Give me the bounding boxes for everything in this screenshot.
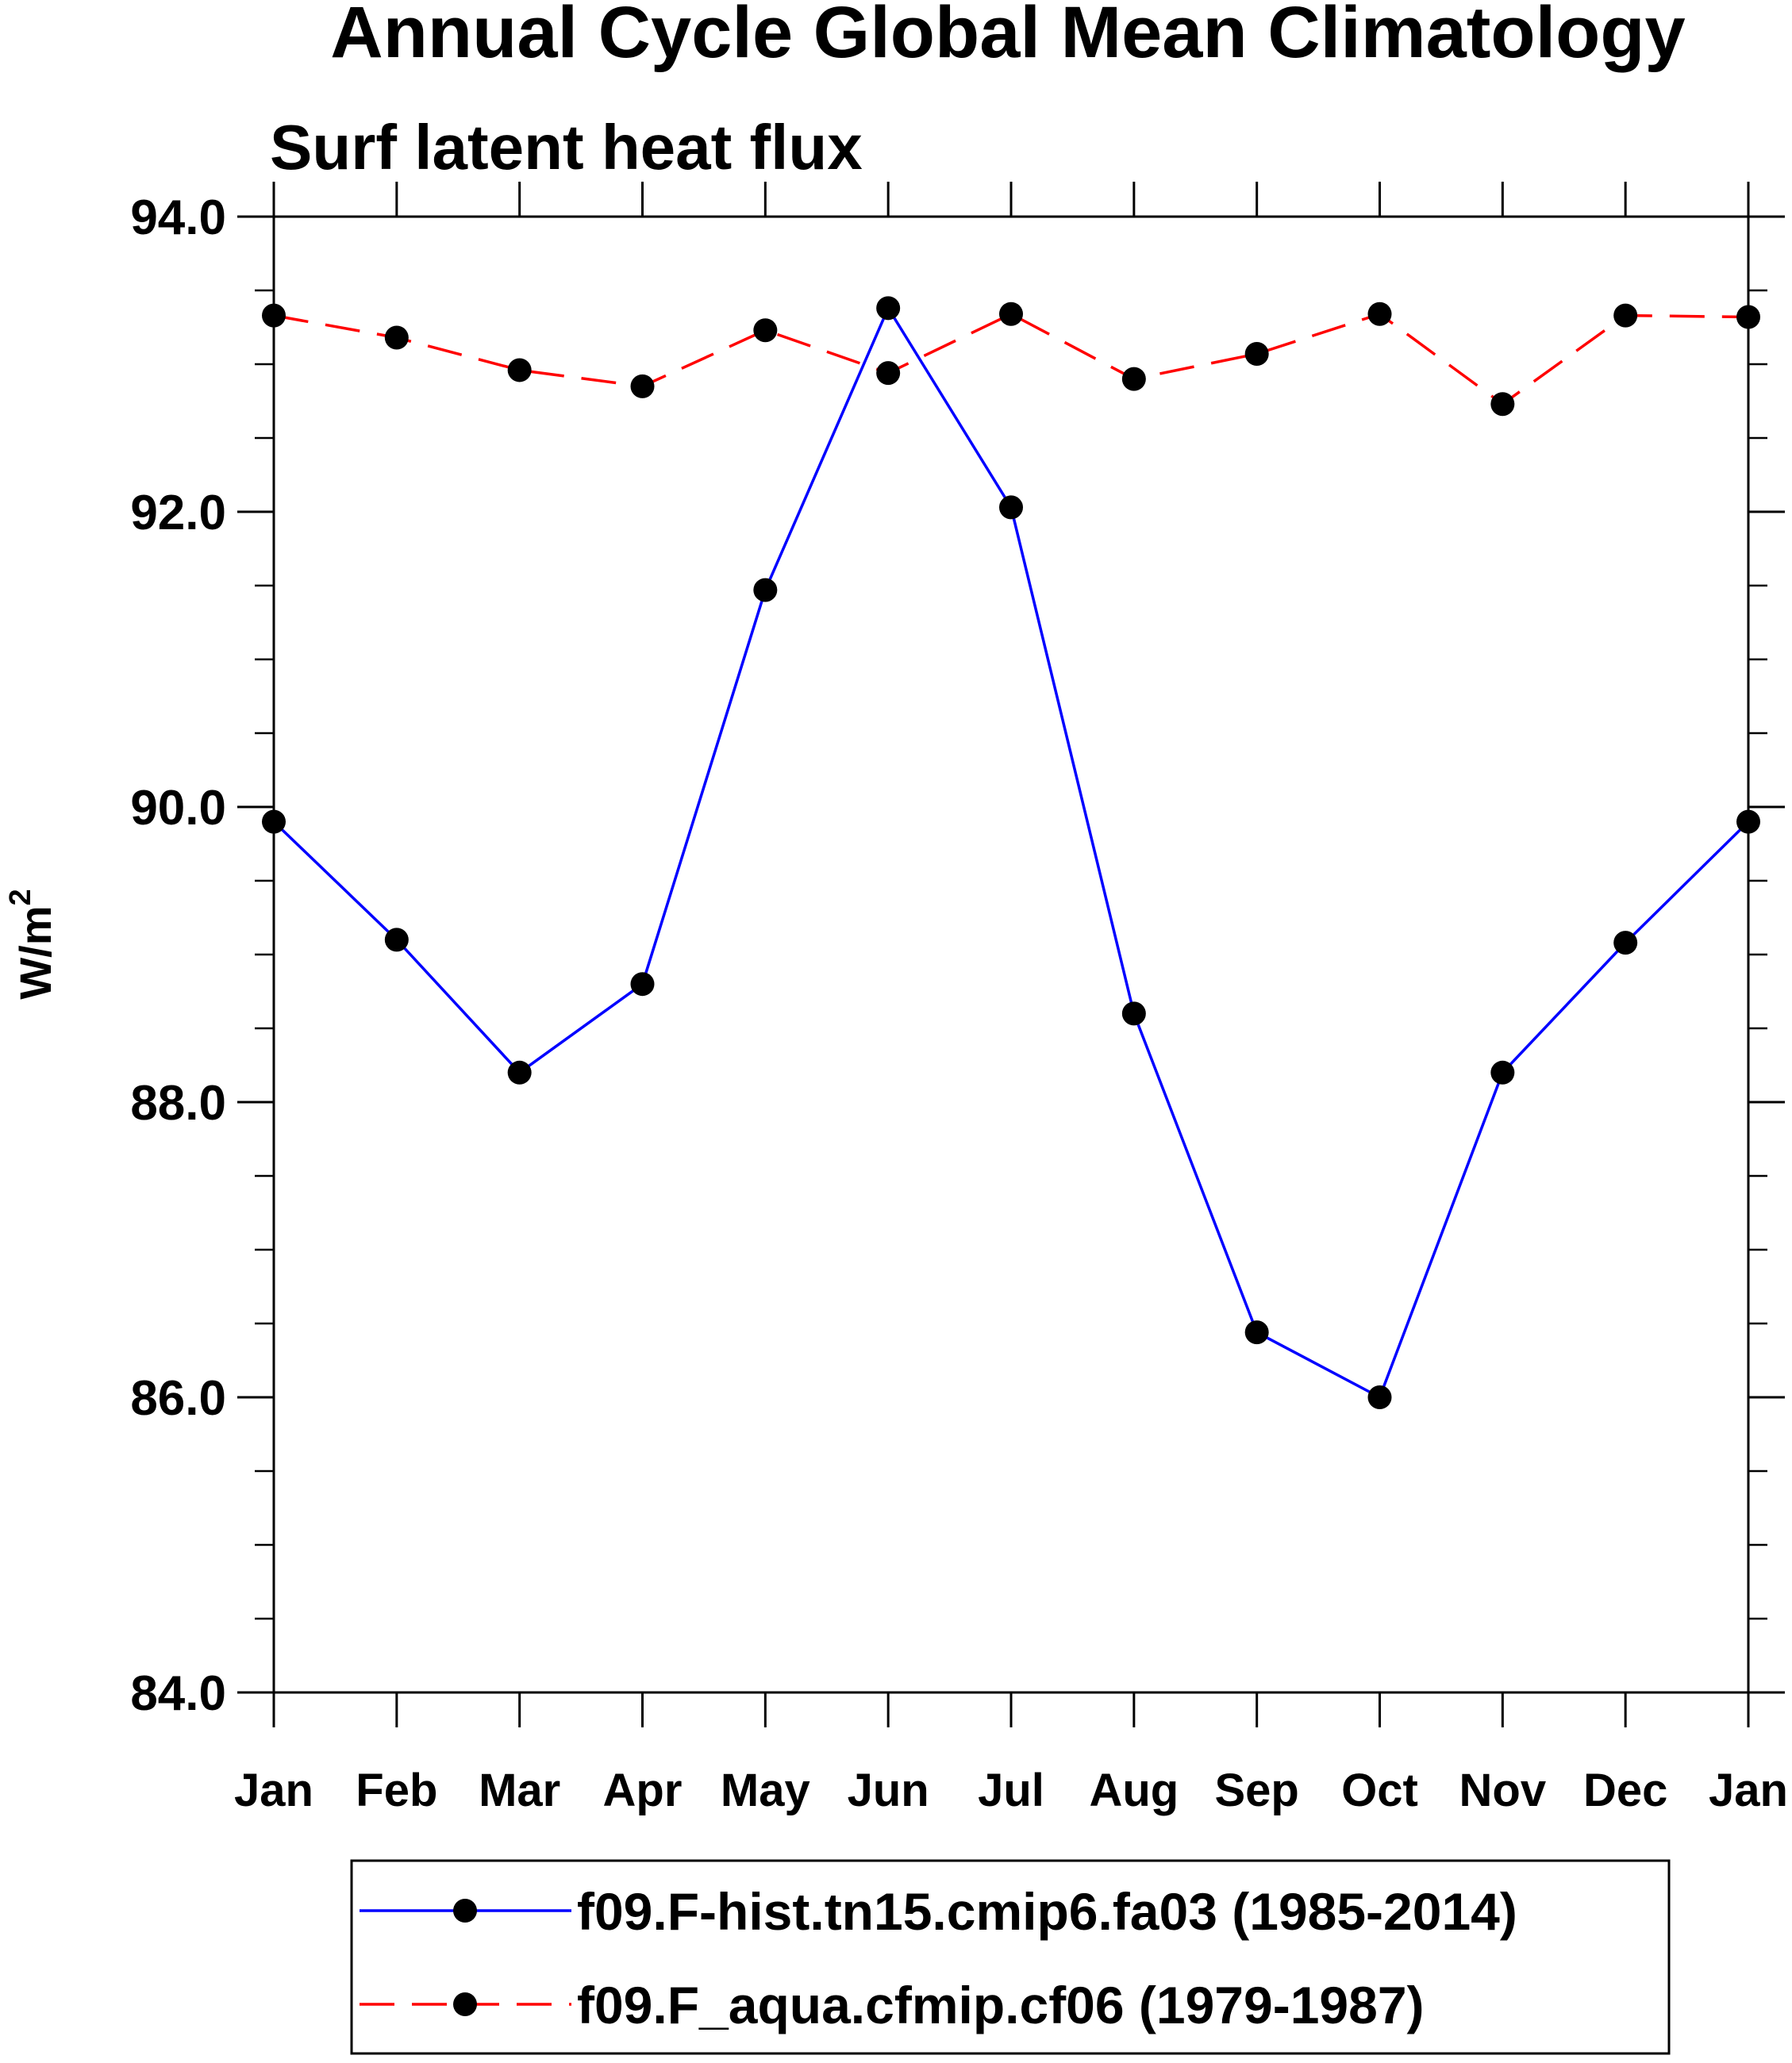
data-point: [630, 374, 655, 398]
series-layer: [262, 296, 1760, 1409]
x-tick-label: Jun: [848, 1765, 929, 1816]
data-point: [262, 303, 286, 328]
data-point: [753, 578, 778, 602]
legend: f09.F-hist.tn15.cmip6.fa03 (1985-2014) f0…: [350, 1859, 1671, 2055]
x-tick-label: Dec: [1583, 1765, 1667, 1816]
y-tick-label: 88.0: [130, 1076, 226, 1131]
x-tick-label: Jul: [978, 1765, 1044, 1816]
y-axis-label: W/m2: [4, 889, 60, 999]
data-point: [1490, 1060, 1515, 1085]
series-line: [272, 306, 1750, 1399]
data-point: [1367, 302, 1392, 326]
legend-label-1: f09.F-hist.tn15.cmip6.fa03 (1985-2014): [577, 1882, 1517, 1941]
x-tick-label: Feb: [356, 1765, 437, 1816]
data-point: [999, 495, 1023, 520]
x-tick-label: Oct: [1341, 1765, 1418, 1816]
x-tick-label: Nov: [1459, 1765, 1547, 1816]
x-tick-label: Apr: [603, 1765, 683, 1816]
x-tick-label: May: [721, 1765, 810, 1816]
x-tick-label: Sep: [1214, 1765, 1298, 1816]
data-point: [753, 318, 778, 343]
axes: Jan Feb Mar Apr May Jun Jul Aug Sep Oct Nov Dec Jan8…: [130, 182, 1788, 1816]
y-tick-label: 84.0: [130, 1666, 226, 1721]
data-point: [507, 358, 532, 382]
legend-marker-2: [453, 1992, 477, 2016]
data-point: [1244, 341, 1269, 366]
data-point: [384, 928, 409, 952]
y-tick-label: 92.0: [130, 486, 226, 540]
legend-box: [350, 1859, 1671, 2055]
y-tick-label: 86.0: [130, 1371, 226, 1426]
data-point: [876, 296, 901, 321]
data-point: [630, 972, 655, 997]
data-point: [1244, 1320, 1269, 1345]
legend-label-2: f09.F_aqua.cfmip.cf06 (1979-1987): [577, 1976, 1425, 2034]
data-point: [1121, 1001, 1146, 1026]
data-point: [1121, 367, 1146, 391]
x-tick-label: Mar: [479, 1765, 560, 1816]
data-point: [1736, 305, 1760, 329]
x-tick-label: Aug: [1089, 1765, 1179, 1816]
series-1: [262, 296, 1760, 1409]
series-2: [262, 302, 1760, 417]
data-point: [1613, 931, 1638, 955]
data-point: [1613, 303, 1638, 328]
y-axis-label-text: W/m: [10, 905, 60, 999]
series-line: [273, 313, 1749, 405]
y-tick-label: 94.0: [130, 190, 226, 245]
data-point: [507, 1060, 532, 1085]
y-tick-label: 90.0: [130, 781, 226, 836]
data-point: [1736, 809, 1760, 834]
data-point: [262, 809, 286, 834]
data-point: [876, 361, 901, 386]
data-point: [1367, 1385, 1392, 1409]
x-tick-label: Jan: [234, 1765, 313, 1816]
data-point: [999, 302, 1023, 326]
chart-title: Annual Cycle Global Mean Climatology: [330, 0, 1685, 73]
chart-subtitle: Surf latent heat flux: [270, 112, 863, 182]
x-tick-label: Jan: [1709, 1765, 1788, 1816]
y-axis-label-superscript: 2: [4, 889, 37, 905]
legend-marker-1: [453, 1899, 477, 1923]
plot-frame: [272, 215, 1750, 1694]
data-point: [384, 325, 409, 350]
data-point: [1490, 392, 1515, 417]
